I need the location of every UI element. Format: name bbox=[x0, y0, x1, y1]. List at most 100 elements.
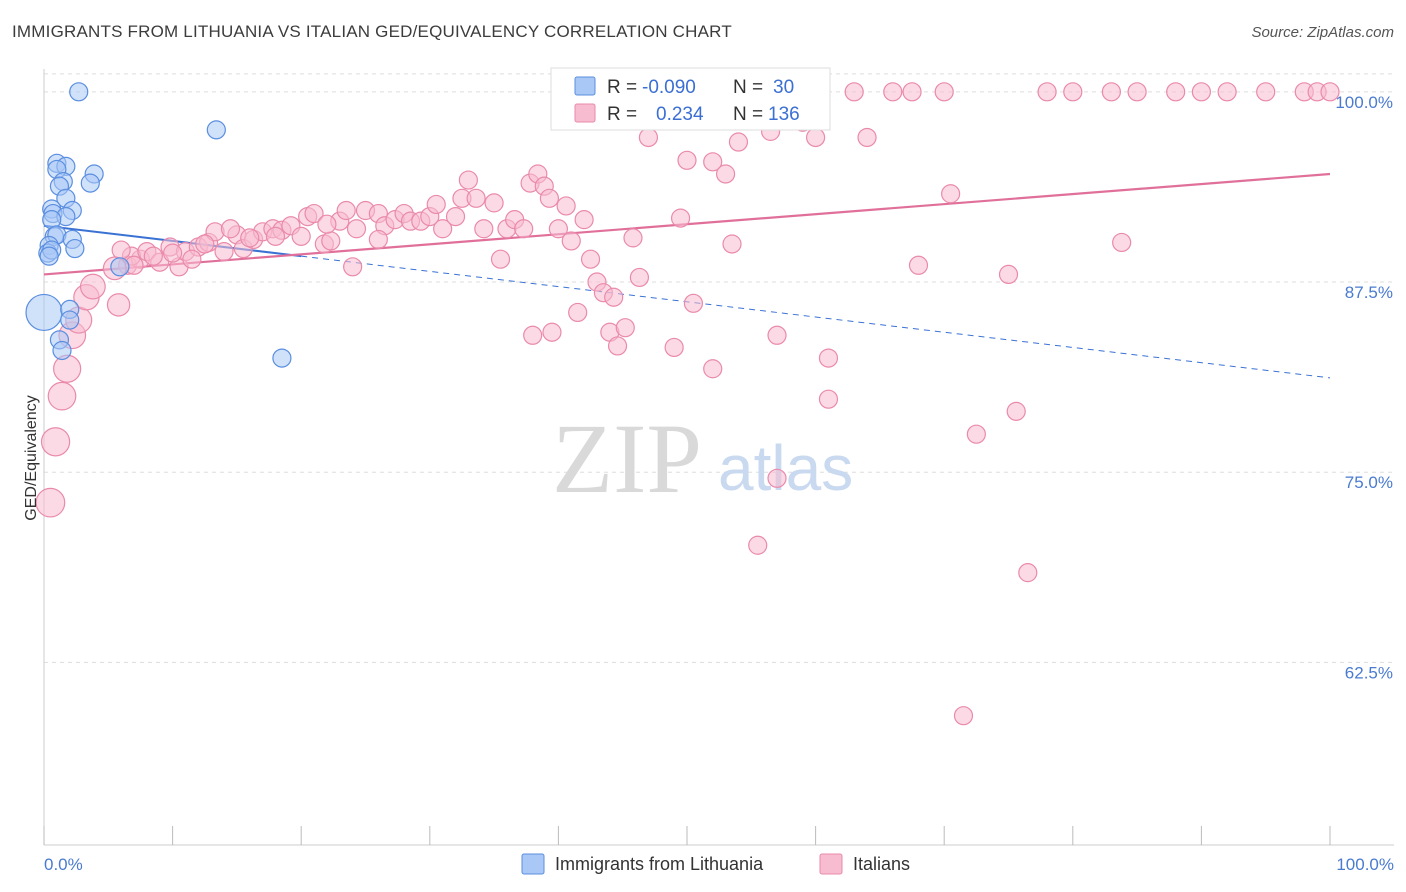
point-italians-90 bbox=[818, 389, 839, 409]
point-italians-89 bbox=[805, 127, 826, 148]
point-italians-69 bbox=[607, 336, 628, 356]
bottom-legend-label-italians: Italians bbox=[853, 854, 910, 874]
point-italians-0 bbox=[35, 487, 66, 518]
bottom-legend-swatch-italians bbox=[819, 853, 843, 875]
point-italians-103 bbox=[1166, 82, 1186, 102]
point-italians-76 bbox=[677, 150, 697, 170]
x-tick-label-max: 100.0% bbox=[1336, 855, 1394, 874]
point-italians-3 bbox=[53, 354, 82, 383]
point-italians-81 bbox=[722, 234, 742, 254]
point-italians-130 bbox=[182, 249, 202, 269]
point-italians-44 bbox=[426, 194, 446, 215]
point-italians-64 bbox=[574, 210, 594, 230]
point-italians-115 bbox=[941, 184, 961, 204]
point-italians-122 bbox=[604, 287, 624, 307]
legend-r-label-lithuania: R = bbox=[607, 77, 637, 98]
point-italians-91 bbox=[844, 82, 864, 102]
point-italians-1 bbox=[40, 427, 71, 457]
watermark-atlas: atlas bbox=[718, 432, 853, 504]
point-italians-32 bbox=[321, 231, 341, 251]
point-italians-30 bbox=[304, 203, 324, 224]
point-italians-20 bbox=[214, 241, 234, 262]
point-italians-131 bbox=[163, 243, 183, 263]
point-italians-128 bbox=[220, 219, 241, 239]
y-tick-label-75: 75.0% bbox=[1345, 473, 1393, 492]
legend-box: R = -0.090 N = 30 R = 0.234 N = 136 bbox=[550, 67, 831, 131]
point-italians-61 bbox=[556, 196, 576, 216]
point-italians-106 bbox=[1256, 82, 1276, 102]
point-italians-73 bbox=[638, 127, 659, 148]
point-italians-59 bbox=[539, 188, 559, 208]
point-italians-60 bbox=[548, 219, 569, 239]
point-italians-125 bbox=[317, 214, 337, 234]
point-italians-94 bbox=[902, 82, 922, 102]
point-italians-104 bbox=[1191, 82, 1212, 102]
point-italians-100 bbox=[1063, 82, 1083, 102]
watermark: ZIP atlas bbox=[552, 403, 853, 514]
point-italians-127 bbox=[240, 228, 260, 248]
legend-r-value-lithuania: -0.090 bbox=[642, 77, 696, 98]
y-tick-label-62.5: 62.5% bbox=[1345, 663, 1393, 682]
point-italians-119 bbox=[664, 337, 684, 358]
bottom-legend-label-lithuania: Immigrants from Lithuania bbox=[555, 854, 764, 874]
trend-lines bbox=[43, 172, 1331, 379]
point-italians-80 bbox=[715, 164, 736, 184]
legend-r-value-italians: 0.234 bbox=[656, 104, 704, 125]
point-lithuania-22 bbox=[39, 246, 59, 266]
point-italians-105 bbox=[1217, 82, 1237, 102]
point-italians-92 bbox=[857, 127, 877, 148]
bottom-legend: Immigrants from Lithuania Italians bbox=[521, 853, 910, 875]
point-italians-110 bbox=[748, 535, 768, 555]
point-italians-134 bbox=[111, 240, 131, 260]
point-italians-117 bbox=[767, 325, 787, 345]
point-italians-113 bbox=[1006, 401, 1026, 421]
y-axis-label: GED/Equivalency bbox=[23, 395, 40, 520]
point-italians-77 bbox=[683, 293, 704, 313]
point-italians-8 bbox=[106, 293, 131, 317]
legend-n-label-lithuania: N = bbox=[733, 77, 763, 98]
legend-swatch-lithuania bbox=[574, 76, 596, 96]
x-ticks bbox=[43, 826, 1331, 845]
point-italians-75 bbox=[670, 208, 691, 228]
point-lithuania-0 bbox=[69, 82, 89, 102]
point-italians-93 bbox=[883, 82, 903, 102]
point-italians-95 bbox=[908, 255, 929, 275]
point-italians-45 bbox=[433, 219, 453, 239]
axes bbox=[43, 69, 1394, 846]
point-italians-65 bbox=[580, 249, 601, 269]
point-italians-63 bbox=[568, 302, 588, 323]
point-italians-28 bbox=[291, 226, 311, 246]
point-italians-49 bbox=[466, 188, 486, 208]
legend-frame bbox=[550, 67, 831, 131]
point-italians-99 bbox=[1037, 82, 1057, 102]
point-italians-79 bbox=[703, 152, 723, 172]
point-italians-48 bbox=[458, 170, 478, 190]
legend-n-value-italians: 136 bbox=[768, 104, 800, 125]
y-tick-labels: 62.5% 75.0% 87.5% 100.0% bbox=[1335, 93, 1393, 683]
point-lithuania-29 bbox=[272, 348, 292, 368]
legend-swatch-italians bbox=[574, 103, 596, 123]
x-tick-label-min: 0.0% bbox=[44, 855, 83, 874]
point-italians-109 bbox=[1320, 82, 1340, 102]
point-italians-7 bbox=[79, 273, 106, 300]
legend-n-value-lithuania: 30 bbox=[773, 77, 794, 98]
point-italians-101 bbox=[1101, 82, 1121, 102]
point-italians-111 bbox=[953, 706, 974, 726]
point-italians-86 bbox=[767, 468, 787, 488]
point-italians-121 bbox=[542, 322, 562, 342]
point-italians-46 bbox=[445, 206, 466, 227]
point-italians-98 bbox=[998, 264, 1019, 285]
point-italians-34 bbox=[336, 200, 356, 221]
point-italians-82 bbox=[728, 132, 749, 152]
point-italians-55 bbox=[514, 219, 534, 239]
point-lithuania-21 bbox=[65, 238, 85, 259]
point-lithuania-26 bbox=[60, 310, 80, 330]
point-italians-71 bbox=[623, 228, 643, 248]
point-italians-70 bbox=[615, 318, 635, 338]
point-italians-123 bbox=[368, 229, 388, 250]
bottom-legend-swatch-lithuania bbox=[521, 853, 545, 875]
point-italians-50 bbox=[474, 219, 494, 239]
watermark-zip: ZIP bbox=[552, 403, 702, 514]
y-tick-label-87.5: 87.5% bbox=[1345, 283, 1393, 302]
trend-line-lithuania-dashed bbox=[301, 255, 1331, 379]
